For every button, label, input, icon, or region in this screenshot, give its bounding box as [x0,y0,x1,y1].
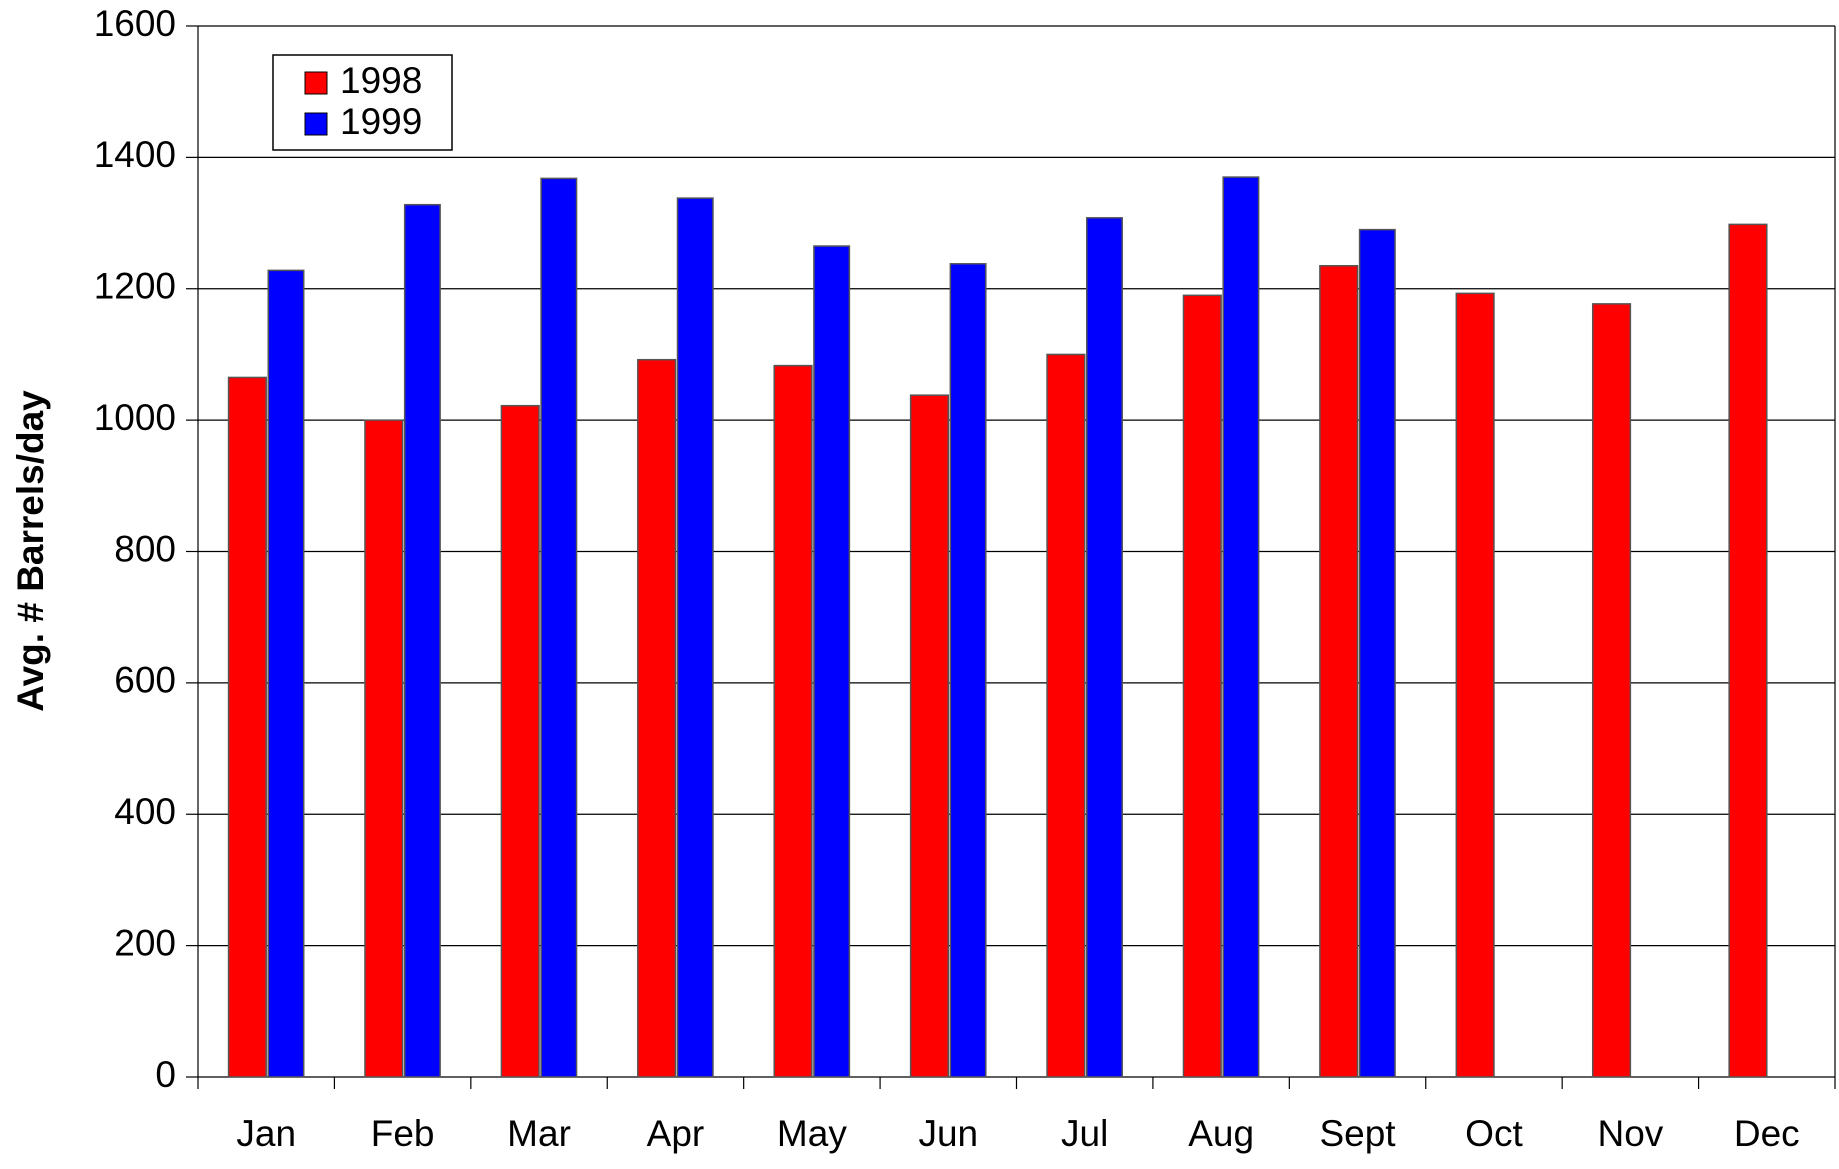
legend-box [272,54,453,151]
x-tick-label: May [777,1113,847,1154]
bar [1086,217,1123,1078]
bar [1591,303,1632,1078]
bar [1728,223,1768,1078]
legend-swatch [304,71,328,95]
x-tick-label: Jul [1061,1113,1108,1154]
bar [1046,353,1086,1078]
bar [500,404,540,1078]
y-tick-label: 1200 [94,266,176,307]
y-tick-label: 800 [114,528,176,569]
y-tick-label: 1600 [94,3,176,44]
y-tick-label: 400 [114,791,176,832]
legend-swatch [304,112,328,136]
y-tick-label: 1000 [94,397,176,438]
x-tick-label: Jan [236,1113,296,1154]
bar [949,263,987,1078]
x-tick-label: Mar [507,1113,571,1154]
bar [227,376,267,1078]
y-tick-label: 1400 [94,134,176,175]
x-tick-label: Oct [1465,1113,1523,1154]
x-tick-label: Aug [1188,1113,1254,1154]
x-tick-label: Dec [1734,1113,1800,1154]
bar [364,419,404,1078]
bar [676,197,714,1078]
bar [637,358,677,1078]
legend-label: 1999 [340,101,422,142]
bar [1222,176,1260,1078]
x-tick-label: Sept [1319,1113,1396,1154]
y-axis-label: Avg. # Barrels/day [10,390,51,712]
bar [773,364,813,1078]
bar [267,269,305,1078]
y-tick-label: 200 [114,922,176,963]
x-tick-label: Jun [918,1113,978,1154]
bar [1455,292,1495,1078]
bar [540,177,578,1078]
x-tick-label: Nov [1597,1113,1663,1154]
bar [813,245,851,1078]
x-tick-label: Apr [647,1113,705,1154]
legend-label: 1998 [340,60,422,101]
bar [1319,265,1359,1078]
y-tick-label: 0 [155,1054,176,1095]
bar [1182,294,1222,1078]
bar [403,203,441,1078]
bar [909,394,950,1078]
y-tick-label: 600 [114,660,176,701]
bar [1358,228,1396,1078]
x-tick-label: Feb [371,1113,435,1154]
